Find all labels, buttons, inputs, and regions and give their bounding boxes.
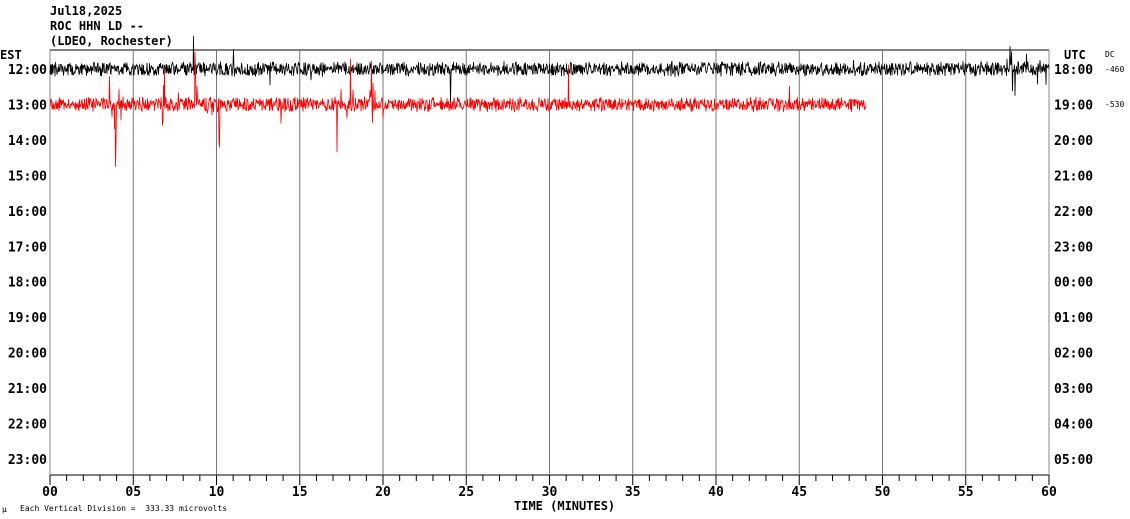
dc-offset: -530 xyxy=(1105,100,1125,109)
row-label-est: 16:00 xyxy=(8,205,47,220)
seismic-trace xyxy=(49,51,866,167)
x-tick-label: 55 xyxy=(958,485,974,500)
utc-label: UTC xyxy=(1064,48,1086,62)
row-label-utc: 02:00 xyxy=(1054,347,1093,362)
row-label-utc: 18:00 xyxy=(1054,63,1093,78)
row-label-utc: 00:00 xyxy=(1054,276,1093,291)
row-label-est: 21:00 xyxy=(8,382,47,397)
row-label-est: 12:00 xyxy=(8,63,47,78)
row-label-utc: 22:00 xyxy=(1054,205,1093,220)
x-tick-label: 50 xyxy=(875,485,891,500)
x-tick-label: 60 xyxy=(1041,485,1057,500)
x-axis-label: TIME (MINUTES) xyxy=(514,499,616,513)
x-tick-label: 25 xyxy=(458,485,474,500)
seismic-trace xyxy=(49,35,1050,108)
scale-note: Each Vertical Division = 333.33 microvol… xyxy=(20,504,228,513)
row-label-est: 23:00 xyxy=(8,453,47,468)
row-label-est: 19:00 xyxy=(8,311,47,326)
x-tick-label: 30 xyxy=(542,485,558,500)
x-tick-label: 05 xyxy=(125,485,141,500)
row-label-est: 20:00 xyxy=(8,347,47,362)
row-label-est: 18:00 xyxy=(8,276,47,291)
dc-label: DC xyxy=(1105,50,1115,59)
row-label-utc: 04:00 xyxy=(1054,418,1093,433)
x-tick-label: 15 xyxy=(292,485,308,500)
row-label-est: 14:00 xyxy=(8,134,47,149)
row-label-utc: 01:00 xyxy=(1054,311,1093,326)
x-tick-label: 20 xyxy=(375,485,391,500)
row-label-est: 15:00 xyxy=(8,169,47,184)
row-label-utc: 19:00 xyxy=(1054,98,1093,113)
est-label: EST xyxy=(0,48,22,62)
network-label: (LDEO, Rochester) xyxy=(50,34,173,48)
microvolt-mark: μ xyxy=(2,505,7,514)
x-tick-label: 00 xyxy=(42,485,58,500)
x-tick-label: 35 xyxy=(625,485,641,500)
row-label-utc: 03:00 xyxy=(1054,382,1093,397)
row-label-est: 13:00 xyxy=(8,98,47,113)
row-label-est: 22:00 xyxy=(8,418,47,433)
x-tick-label: 10 xyxy=(209,485,225,500)
row-label-utc: 21:00 xyxy=(1054,169,1093,184)
x-tick-label: 40 xyxy=(708,485,724,500)
station-label: ROC HHN LD -- xyxy=(50,19,144,33)
row-label-utc: 23:00 xyxy=(1054,240,1093,255)
dc-offset: -460 xyxy=(1105,65,1125,74)
date-label: Jul18,2025 xyxy=(50,4,123,18)
row-label-utc: 20:00 xyxy=(1054,134,1093,149)
x-tick-label: 45 xyxy=(791,485,807,500)
row-label-utc: 05:00 xyxy=(1054,453,1093,468)
row-label-est: 17:00 xyxy=(8,240,47,255)
